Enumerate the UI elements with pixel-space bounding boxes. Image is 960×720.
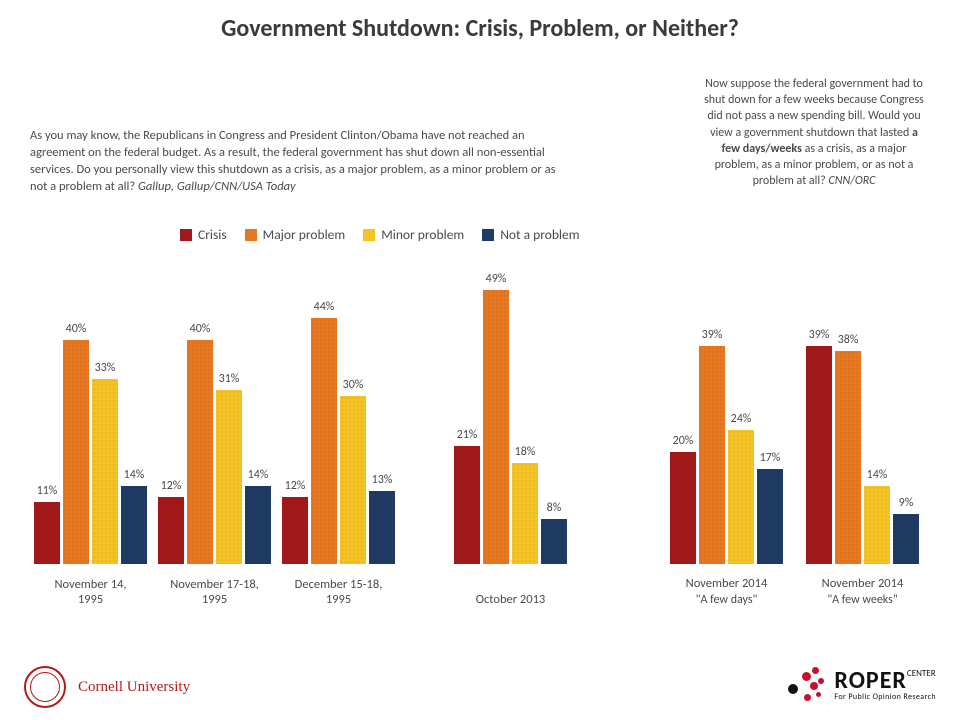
bar-value-label: 44%: [311, 300, 337, 314]
bar-value-label: 9%: [893, 496, 919, 510]
bar-not: 8%: [541, 519, 567, 564]
x-category-label: November 2014"A few days": [667, 576, 787, 608]
bar-value-label: 30%: [340, 378, 366, 392]
legend-label-not: Not a problem: [500, 226, 579, 243]
bar-value-label: 12%: [158, 479, 184, 493]
bar-group: 11%40%33%14%: [34, 340, 147, 564]
bar-value-label: 31%: [216, 372, 242, 386]
question-right-pre: Now suppose the federal government had t…: [704, 77, 924, 140]
bar-not: 9%: [893, 514, 919, 564]
bar-value-label: 8%: [541, 501, 567, 515]
bar-value-label: 17%: [757, 451, 783, 465]
bar-group: 12%40%31%14%: [158, 340, 271, 564]
bar-value-label: 49%: [483, 272, 509, 286]
bar-crisis: 21%: [454, 446, 480, 564]
bar-minor: 30%: [340, 396, 366, 564]
bar-minor: 33%: [92, 379, 118, 564]
bar-not: 17%: [757, 469, 783, 564]
bar-crisis: 39%: [806, 346, 832, 564]
bar-major: 40%: [187, 340, 213, 564]
swatch-major: [245, 229, 257, 241]
bar-value-label: 39%: [699, 328, 725, 342]
bar-value-label: 14%: [121, 468, 147, 482]
bar-major: 39%: [699, 346, 725, 564]
bar-major: 49%: [483, 290, 509, 564]
question-left-source: Gallup, Gallup/CNN/USA Today: [135, 179, 295, 194]
bar-not: 13%: [369, 491, 395, 564]
bar-value-label: 13%: [369, 473, 395, 487]
legend-item-crisis: Crisis: [180, 226, 227, 243]
bar-value-label: 11%: [34, 484, 60, 498]
bar-value-label: 33%: [92, 361, 118, 375]
x-category-label: December 15-18,1995: [279, 577, 399, 608]
bar-value-label: 24%: [728, 412, 754, 426]
bar-crisis: 12%: [158, 497, 184, 564]
bar-major: 38%: [835, 351, 861, 564]
bar-value-label: 14%: [864, 468, 890, 482]
bar-value-label: 39%: [806, 328, 832, 342]
legend-label-major: Major problem: [263, 226, 346, 243]
bar-crisis: 11%: [34, 502, 60, 564]
bar-minor: 31%: [216, 390, 242, 564]
bar-group: 12%44%30%13%: [282, 318, 395, 564]
legend-item-minor: Minor problem: [363, 226, 464, 243]
roper-logo-icon: [782, 664, 826, 708]
bar-major: 40%: [63, 340, 89, 564]
roper-text: ROPERCENTER For Public Opinion Research: [834, 670, 936, 702]
bar-value-label: 40%: [187, 322, 213, 336]
bar-value-label: 40%: [63, 322, 89, 336]
swatch-crisis: [180, 229, 192, 241]
page-title: Government Shutdown: Crisis, Problem, or…: [0, 0, 960, 43]
bar-group: 39%38%14%9%: [806, 346, 919, 564]
legend-label-minor: Minor problem: [381, 226, 464, 243]
x-category-label: November 2014"A few weeks": [803, 576, 923, 608]
bar-value-label: 18%: [512, 445, 538, 459]
bar-crisis: 20%: [670, 452, 696, 564]
bar-major: 44%: [311, 318, 337, 564]
swatch-not: [482, 229, 494, 241]
footer-left: Cornell University: [24, 666, 190, 708]
bar-value-label: 38%: [835, 333, 861, 347]
bar-value-label: 21%: [454, 428, 480, 442]
cornell-text: Cornell University: [78, 679, 190, 696]
cornell-seal-icon: [24, 666, 66, 708]
x-category-label: October 2013: [451, 592, 571, 608]
bar-group: 20%39%24%17%: [670, 346, 783, 564]
bar-value-label: 20%: [670, 434, 696, 448]
roper-center: CENTER: [907, 668, 936, 679]
bar-group: 21%49%18%8%: [454, 290, 567, 564]
bar-not: 14%: [245, 486, 271, 564]
bar-minor: 18%: [512, 463, 538, 564]
legend-label-crisis: Crisis: [198, 226, 227, 243]
bar-minor: 24%: [728, 430, 754, 564]
question-right-source: CNN/ORC: [826, 174, 876, 188]
legend: Crisis Major problem Minor problem Not a…: [180, 226, 620, 243]
bar-not: 14%: [121, 486, 147, 564]
roper-big: ROPER: [834, 666, 907, 695]
question-right: Now suppose the federal government had t…: [700, 76, 928, 189]
roper-small: For Public Opinion Research: [834, 692, 936, 702]
question-left: As you may know, the Republicans in Cong…: [30, 128, 560, 196]
legend-item-not: Not a problem: [482, 226, 579, 243]
legend-item-major: Major problem: [245, 226, 346, 243]
x-category-label: November 14,1995: [31, 577, 151, 608]
footer-right: ROPERCENTER For Public Opinion Research: [782, 664, 936, 708]
x-category-label: November 17-18,1995: [155, 577, 275, 608]
bar-value-label: 14%: [245, 468, 271, 482]
bar-crisis: 12%: [282, 497, 308, 564]
bar-value-label: 12%: [282, 479, 308, 493]
bar-minor: 14%: [864, 486, 890, 564]
bar-chart: 11%40%33%14%November 14,199512%40%31%14%…: [28, 258, 938, 608]
swatch-minor: [363, 229, 375, 241]
